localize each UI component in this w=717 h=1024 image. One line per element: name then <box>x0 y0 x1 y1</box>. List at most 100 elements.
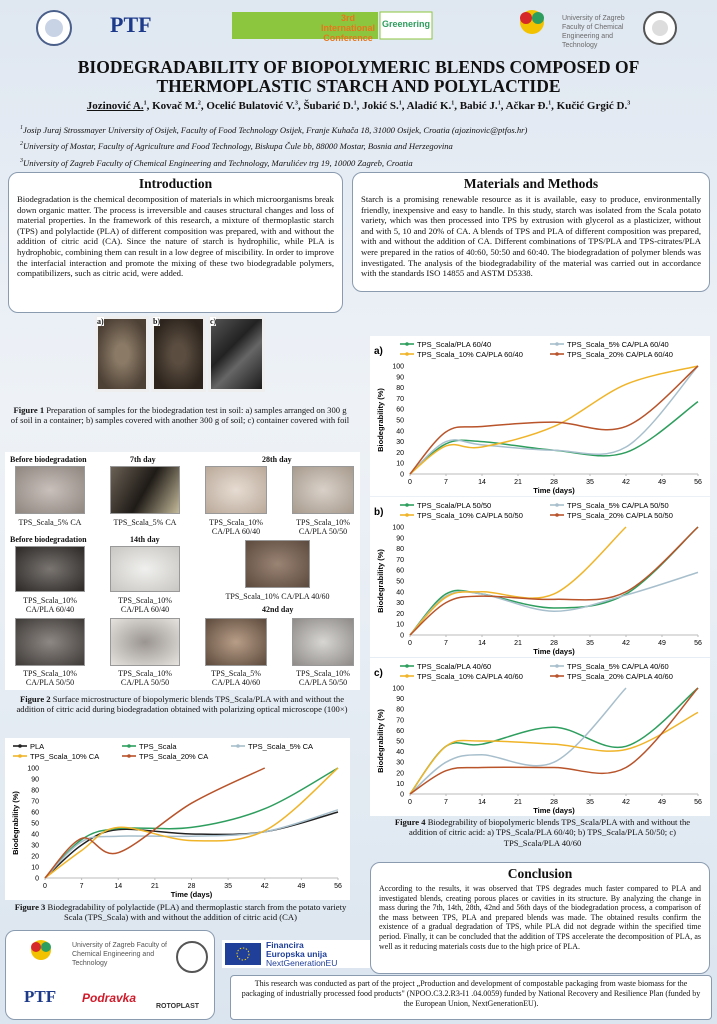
photo <box>205 618 267 666</box>
x-tick-label: 21 <box>514 479 522 486</box>
chart: b) TPS_Scala/PLA 50/50 TPS_Scala_5% CA/PLA… <box>370 497 710 657</box>
legend-marker <box>18 744 22 748</box>
legend-label: TPS_Scala_10% CA/PLA 60/40 <box>417 350 523 359</box>
y-tick-label: 90 <box>396 535 404 542</box>
photo-label: TPS_Scala_10% CA/PLA 60/40 <box>23 596 77 614</box>
x-tick-label: 49 <box>658 799 666 806</box>
panel-label: c) <box>210 317 217 326</box>
y-tick-label: 10 <box>396 781 404 788</box>
y-tick-label: 0 <box>35 876 39 883</box>
x-tick-label: 28 <box>550 799 558 806</box>
legend-marker <box>127 744 131 748</box>
affiliation: 3University of Zagreb Faculty of Chemica… <box>20 154 710 170</box>
x-axis-title: Time (days) <box>533 486 575 495</box>
author-name: Babić J. <box>459 100 498 112</box>
x-tick-label: 7 <box>80 883 84 890</box>
figure-caption: Figure 3 Biodegradability of polylactide… <box>8 902 353 923</box>
y-tick-label: 100 <box>392 525 404 532</box>
photo <box>95 316 149 392</box>
sponsor-logos: University of Zagreb Faculty of Chemical… <box>5 930 215 1020</box>
x-tick-label: 56 <box>694 799 702 806</box>
author-affiliation: 1 <box>548 100 552 107</box>
caption-text: Biodegradability of polylactide (PLA) an… <box>47 902 347 923</box>
y-tick-label: 10 <box>31 865 39 872</box>
y-tick-label: 60 <box>396 568 404 575</box>
university-logo-text: University of Zagreb Faculty of Chemical… <box>562 15 625 49</box>
eu-line: Europska unija <box>266 949 327 959</box>
legend-marker <box>18 754 22 758</box>
series-line <box>44 767 339 879</box>
poster-title: BIODEGRADABILITY OF BIOPOLYMERIC BLENDS … <box>77 57 640 96</box>
legend-label: TPS_Scala_20% CA/PLA 40/60 <box>567 672 673 681</box>
y-axis-title: Biodegrability (%) <box>11 791 20 855</box>
eu-line: NextGenerationEU <box>266 958 338 968</box>
series-line <box>409 365 699 475</box>
photo-label: TPS_Scala_10% CA/PLA 50/50 <box>23 669 77 687</box>
series-line <box>409 365 699 475</box>
photo-label: TPS_Scala_10% CA/PLA 60/40 <box>118 596 172 614</box>
y-tick-label: 20 <box>31 854 39 861</box>
series-line <box>44 767 266 879</box>
caption-label: Figure 1 <box>13 405 45 415</box>
methods-box: Materials and Methods Starch is a promis… <box>352 172 710 292</box>
funding-box: This research was conducted as part of t… <box>230 975 712 1020</box>
legend-label: TPS_Scala_20% CA <box>139 752 208 761</box>
x-axis-title: Time (days) <box>533 806 575 815</box>
photo <box>110 466 180 514</box>
column-header: 28th day <box>262 455 292 464</box>
panel-label: c) <box>374 668 383 679</box>
x-tick-label: 35 <box>586 640 594 647</box>
legend-marker <box>555 674 559 678</box>
y-tick-label: 0 <box>400 633 404 640</box>
ptf-logo: PTF <box>110 12 152 37</box>
y-tick-label: 20 <box>396 770 404 777</box>
y-tick-label: 50 <box>396 739 404 746</box>
y-tick-label: 50 <box>396 579 404 586</box>
x-tick-label: 21 <box>514 799 522 806</box>
series-line <box>409 711 699 795</box>
photo <box>151 316 206 392</box>
x-tick-label: 14 <box>114 883 122 890</box>
heading: Conclusion <box>507 866 573 881</box>
x-tick-label: 56 <box>694 479 702 486</box>
legend-marker <box>555 352 559 356</box>
x-tick-label: 49 <box>658 640 666 647</box>
y-tick-label: 30 <box>31 843 39 850</box>
series-line <box>409 401 699 475</box>
heading: Introduction <box>138 176 213 191</box>
author-name: Ocelić Bulatović V. <box>206 100 295 112</box>
photo <box>15 466 85 514</box>
y-tick-label: 30 <box>396 600 404 607</box>
authors: Jozinović A.1Kovač M.2Ocelić Bulatović V… <box>0 100 717 112</box>
author: Jozinović A.1 <box>87 100 152 112</box>
panel-label: a) <box>374 346 383 357</box>
x-tick-label: 56 <box>334 883 342 890</box>
column-header: Before biodegradation <box>10 535 87 544</box>
x-tick-label: 7 <box>444 479 448 486</box>
y-axis-title: Biodegrability (%) <box>376 549 385 613</box>
author: Ačkar Đ.1 <box>506 100 557 112</box>
caption-label: Figure 3 <box>14 902 46 912</box>
conference-line: Conference <box>323 33 373 43</box>
photo <box>110 618 180 666</box>
legend-marker <box>127 754 131 758</box>
legend-marker <box>555 342 559 346</box>
legend-marker <box>236 744 240 748</box>
eu-text: Financira Europska unija NextGenerationEU <box>266 941 337 968</box>
photo-label: TPS_Scala_10% CA/PLA 50/50 <box>118 669 172 687</box>
affiliation-number: 2 <box>20 141 23 148</box>
y-tick-label: 10 <box>396 461 404 468</box>
body-text: Starch is a promising renewable resource… <box>361 194 701 279</box>
author: Babić J.1 <box>460 100 506 112</box>
x-tick-label: 56 <box>694 640 702 647</box>
author-affiliation: 1 <box>353 100 357 107</box>
legend-label: TPS_Scala/PLA 40/60 <box>417 662 491 671</box>
y-tick-label: 0 <box>400 792 404 799</box>
chart: a) TPS_Scala/PLA 60/40 TPS_Scala_5% CA/PLA… <box>370 336 710 496</box>
photo-label: TPS_Scala_5% CA <box>113 518 177 527</box>
author-affiliation: 1 <box>143 100 147 107</box>
legend-label: TPS_Scala/PLA 50/50 <box>417 501 491 510</box>
y-tick-label: 100 <box>27 766 39 773</box>
y-tick-label: 60 <box>396 728 404 735</box>
series-line <box>409 687 627 795</box>
